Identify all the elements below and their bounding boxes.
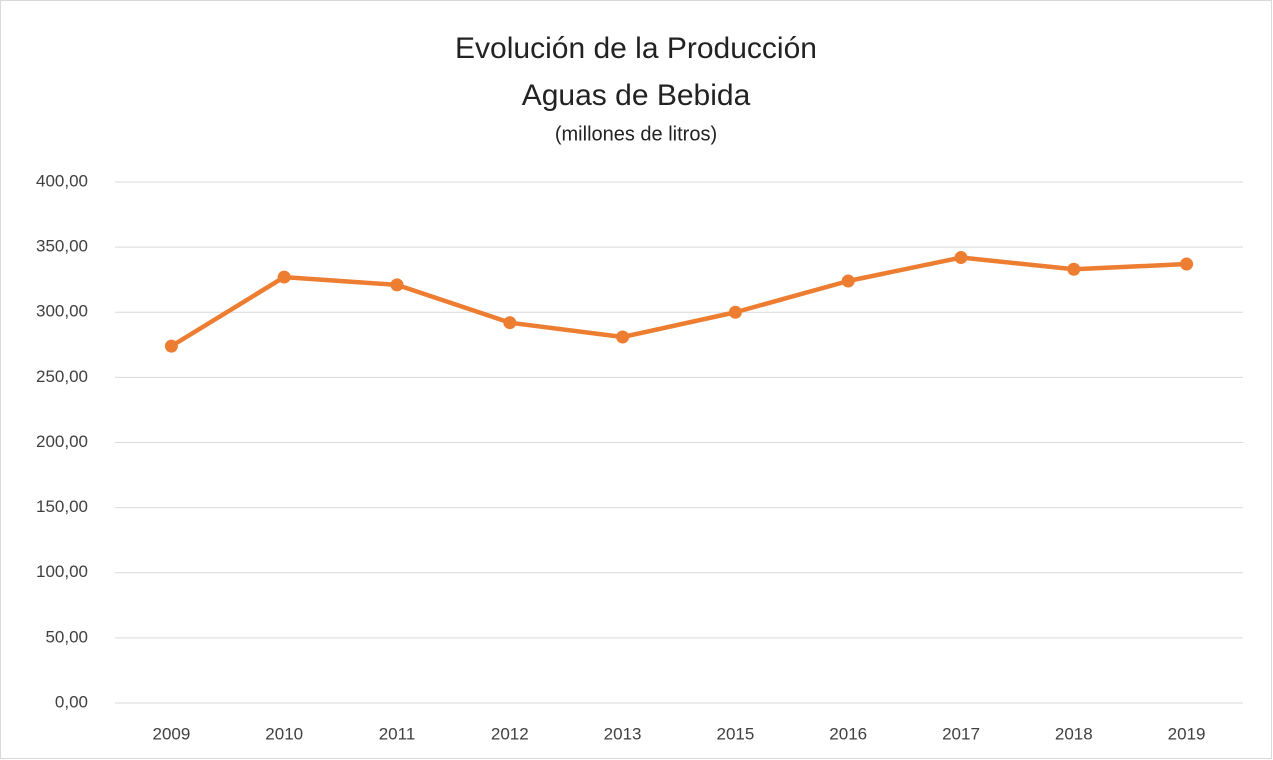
- chart-subtitle: (millones de litros): [555, 123, 717, 145]
- point: [1180, 257, 1194, 271]
- y-tick-label: 350,00: [36, 237, 88, 256]
- point: [277, 270, 291, 284]
- point: [616, 330, 630, 344]
- y-tick-label: 50,00: [45, 627, 88, 646]
- chart-title: Evolución de la Producción: [455, 32, 817, 65]
- x-tick-label: 2019: [1168, 724, 1206, 743]
- point: [954, 251, 968, 265]
- x-tick-label: 2018: [1055, 724, 1093, 743]
- x-tick-label: 2010: [265, 724, 303, 743]
- point: [841, 274, 855, 288]
- y-tick-label: 200,00: [36, 432, 88, 451]
- x-tick-label: 2016: [829, 724, 867, 743]
- x-tick-label: 2011: [379, 724, 416, 743]
- x-tick-label: 2017: [942, 724, 980, 743]
- x-tick-label: 2013: [604, 724, 642, 743]
- y-tick-label: 0,00: [55, 692, 88, 711]
- point: [390, 278, 404, 292]
- y-tick-label: 250,00: [36, 367, 88, 386]
- x-tick-label: 2012: [491, 724, 529, 743]
- y-tick-label: 300,00: [36, 302, 88, 321]
- chart-title: Aguas de Bebida: [522, 79, 751, 112]
- x-tick-label: 2009: [152, 724, 190, 743]
- point: [1067, 262, 1081, 276]
- y-tick-label: 100,00: [36, 562, 88, 581]
- point: [728, 305, 742, 319]
- point: [164, 339, 178, 353]
- y-tick-label: 150,00: [36, 497, 88, 516]
- x-tick-label: 2015: [716, 724, 754, 743]
- line: [169, 255, 1189, 349]
- point: [503, 316, 517, 330]
- y-tick-label: 400,00: [36, 171, 88, 190]
